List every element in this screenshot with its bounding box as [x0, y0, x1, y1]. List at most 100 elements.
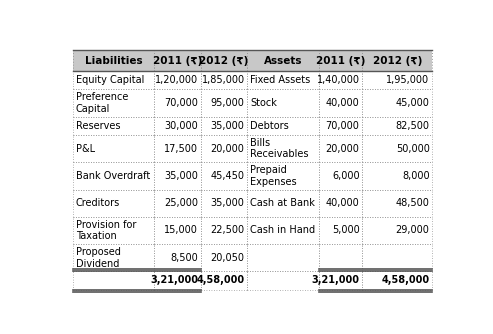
- Bar: [362, 271, 432, 290]
- Bar: [362, 71, 432, 90]
- Text: 48,500: 48,500: [396, 198, 429, 208]
- Text: Debtors: Debtors: [250, 121, 289, 131]
- Text: 2012 (₹): 2012 (₹): [373, 56, 422, 66]
- Bar: [319, 117, 362, 135]
- Bar: [319, 71, 362, 90]
- Bar: [247, 90, 319, 117]
- Text: Fixed Assets: Fixed Assets: [250, 75, 310, 86]
- Bar: [154, 271, 201, 290]
- Bar: [201, 50, 247, 71]
- Text: 25,000: 25,000: [164, 198, 198, 208]
- Text: 8,000: 8,000: [402, 171, 429, 181]
- Bar: [201, 50, 247, 71]
- Bar: [73, 217, 154, 244]
- Text: 40,000: 40,000: [326, 98, 359, 108]
- Bar: [201, 271, 247, 290]
- Bar: [319, 90, 362, 117]
- Bar: [362, 162, 432, 189]
- Text: Proposed
Dividend: Proposed Dividend: [76, 247, 121, 269]
- Text: 82,500: 82,500: [395, 121, 429, 131]
- Bar: [201, 71, 247, 90]
- Bar: [201, 189, 247, 217]
- Bar: [201, 244, 247, 271]
- Text: 1,85,000: 1,85,000: [202, 75, 245, 86]
- Text: Assets: Assets: [264, 56, 302, 66]
- Bar: [154, 189, 201, 217]
- Bar: [247, 71, 319, 90]
- Text: 2011 (₹): 2011 (₹): [152, 56, 202, 66]
- Bar: [247, 135, 319, 162]
- Bar: [73, 162, 154, 189]
- Bar: [247, 162, 319, 189]
- Bar: [154, 189, 201, 217]
- Text: 22,500: 22,500: [211, 225, 245, 235]
- Bar: [73, 162, 154, 189]
- Bar: [73, 50, 154, 71]
- Bar: [154, 71, 201, 90]
- Text: Stock: Stock: [250, 98, 277, 108]
- Text: 35,000: 35,000: [211, 121, 245, 131]
- Bar: [362, 217, 432, 244]
- Bar: [201, 162, 247, 189]
- Bar: [247, 135, 319, 162]
- Bar: [362, 189, 432, 217]
- Bar: [73, 244, 154, 271]
- Bar: [319, 162, 362, 189]
- Bar: [362, 244, 432, 271]
- Bar: [73, 71, 154, 90]
- Bar: [362, 71, 432, 90]
- Bar: [247, 50, 319, 71]
- Bar: [201, 244, 247, 271]
- Bar: [319, 162, 362, 189]
- Bar: [247, 217, 319, 244]
- Bar: [319, 271, 362, 290]
- Bar: [362, 50, 432, 71]
- Bar: [319, 244, 362, 271]
- Bar: [362, 217, 432, 244]
- Text: 17,500: 17,500: [164, 144, 198, 154]
- Bar: [362, 117, 432, 135]
- Text: Bank Overdraft: Bank Overdraft: [76, 171, 150, 181]
- Bar: [319, 271, 362, 290]
- Bar: [73, 189, 154, 217]
- Bar: [201, 90, 247, 117]
- Text: Preference
Capital: Preference Capital: [76, 92, 128, 114]
- Bar: [201, 90, 247, 117]
- Bar: [201, 189, 247, 217]
- Bar: [362, 244, 432, 271]
- Text: 5,000: 5,000: [332, 225, 359, 235]
- Text: Creditors: Creditors: [76, 198, 120, 208]
- Bar: [319, 217, 362, 244]
- Text: Bills
Receivables: Bills Receivables: [250, 138, 309, 159]
- Bar: [362, 162, 432, 189]
- Bar: [201, 117, 247, 135]
- Text: 45,000: 45,000: [396, 98, 429, 108]
- Bar: [319, 189, 362, 217]
- Bar: [73, 117, 154, 135]
- Bar: [247, 189, 319, 217]
- Bar: [154, 271, 201, 290]
- Bar: [247, 189, 319, 217]
- Bar: [247, 244, 319, 271]
- Bar: [73, 217, 154, 244]
- Bar: [73, 50, 154, 71]
- Text: 40,000: 40,000: [326, 198, 359, 208]
- Bar: [73, 117, 154, 135]
- Bar: [154, 244, 201, 271]
- Text: Reserves: Reserves: [76, 121, 120, 131]
- Text: 30,000: 30,000: [164, 121, 198, 131]
- Text: 1,40,000: 1,40,000: [317, 75, 359, 86]
- Text: 8,500: 8,500: [170, 253, 198, 263]
- Bar: [362, 189, 432, 217]
- Text: 3,21,000: 3,21,000: [312, 276, 359, 286]
- Text: Prepaid
Expenses: Prepaid Expenses: [250, 165, 297, 187]
- Bar: [73, 71, 154, 90]
- Bar: [154, 71, 201, 90]
- Bar: [247, 50, 319, 71]
- Bar: [73, 90, 154, 117]
- Bar: [201, 217, 247, 244]
- Bar: [319, 135, 362, 162]
- Bar: [154, 162, 201, 189]
- Bar: [319, 71, 362, 90]
- Bar: [319, 189, 362, 217]
